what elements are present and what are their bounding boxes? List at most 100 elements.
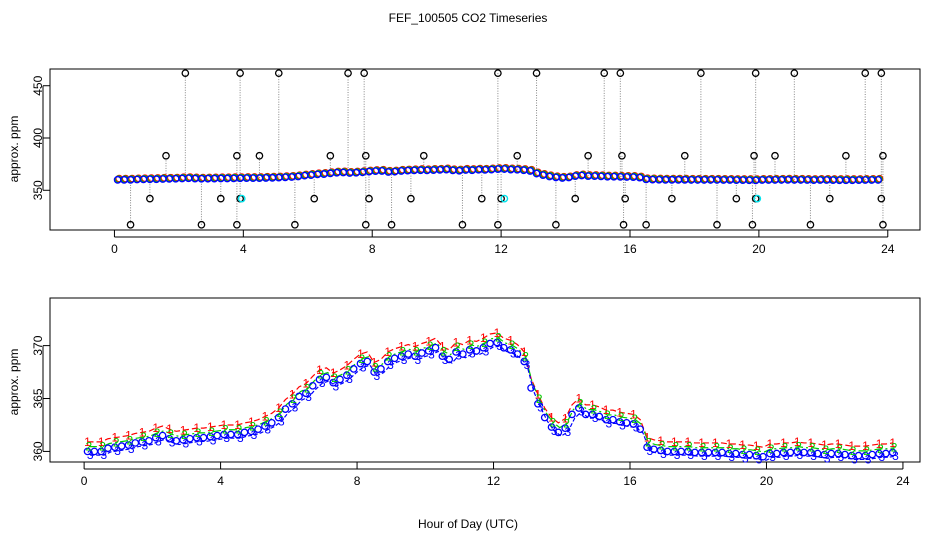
bottom-marker-2: 2 [126, 433, 133, 447]
bottom-marker-1: 1 [603, 403, 610, 417]
bottom-point-mean [527, 384, 535, 392]
bottom-marker-3: 3 [701, 449, 708, 463]
bottom-marker-1: 1 [303, 377, 310, 391]
bottom-point-mean [233, 430, 242, 439]
top-point-outlier [713, 220, 721, 229]
top-point-outlier [552, 220, 560, 229]
bottom-marker-1: 1 [98, 435, 105, 449]
top-panel: 0 4 8 12 16 20 24 350 400 450 approx. ppm [7, 68, 921, 256]
bottom-marker-1: 1 [794, 435, 801, 449]
bottom-point-mean [418, 349, 426, 357]
bottom-marker-2: 2 [877, 442, 884, 456]
top-x-axis: 0 4 8 12 16 20 24 [111, 230, 895, 256]
bottom-point-mean [377, 365, 385, 373]
bottom-marker-1: 1 [821, 438, 828, 452]
bottom-marker-2: 2 [577, 396, 584, 410]
bottom-point-mean [561, 424, 570, 432]
bottom-marker-3: 3 [810, 449, 817, 463]
bottom-marker-3: 3 [728, 450, 735, 464]
bottom-marker-2: 2 [563, 416, 570, 430]
bottom-marker-1: 1 [384, 345, 391, 359]
bottom-marker-1: 1 [221, 418, 228, 432]
bottom-point-mean [588, 410, 597, 419]
bottom-marker-1: 1 [589, 398, 596, 412]
bottom-marker-2: 2 [700, 441, 707, 455]
bottom-marker-2: 2 [399, 344, 406, 358]
bottom-marker-1: 1 [166, 422, 173, 436]
bottom-point-mean [145, 436, 153, 445]
bottom-point-mean [390, 354, 399, 363]
bottom-marker-1: 1 [753, 439, 760, 453]
bottom-point-mean [281, 405, 290, 413]
top-point-outlier [361, 151, 370, 160]
top-y-axis: 350 400 450 [31, 75, 50, 200]
bottom-marker-1: 1 [480, 331, 487, 345]
bottom-point-mean [595, 412, 604, 421]
bottom-marker-1: 1 [234, 418, 241, 432]
bottom-marker-3: 3 [783, 449, 790, 463]
top-point-outlier [751, 69, 760, 78]
x-tick-label: 24 [896, 474, 910, 488]
bottom-point-mean [411, 352, 419, 361]
top-point-outlier [326, 151, 335, 160]
top-point-outlier [619, 220, 628, 229]
bottom-marker-1: 1 [507, 333, 514, 347]
bottom-marker-1: 1 [289, 387, 296, 401]
bottom-point-mean [397, 352, 406, 361]
bottom-marker-3: 3 [592, 411, 599, 425]
bottom-marker-1: 1 [343, 359, 350, 373]
bottom-marker-1: 1 [521, 345, 528, 359]
bottom-point-mean [308, 381, 317, 390]
bottom-marker-3: 3 [346, 372, 353, 386]
bottom-marker-1: 1 [712, 436, 719, 450]
top-point-outlier [571, 194, 580, 203]
top-point-outlier [126, 220, 135, 229]
bottom-marker-2: 2 [167, 427, 174, 441]
bottom-marker-1: 1 [398, 340, 405, 354]
top-points [113, 69, 887, 229]
bottom-marker-3: 3 [114, 444, 121, 458]
bottom-point-mean [124, 441, 133, 449]
top-point-outlier [236, 69, 244, 78]
bottom-marker-3: 3 [824, 451, 831, 465]
bottom-marker-3: 3 [264, 423, 271, 437]
top-point-outlier [732, 194, 741, 203]
top-point-outlier [806, 220, 815, 229]
bottom-marker-3: 3 [524, 358, 531, 372]
bottom-marker-2: 2 [713, 441, 720, 455]
y-tick-label: 400 [31, 128, 45, 148]
bottom-point-mean [370, 368, 378, 376]
bottom-marker-3: 3 [756, 452, 763, 466]
bottom-marker-3: 3 [414, 353, 421, 367]
bottom-marker-3: 3 [674, 448, 681, 462]
bottom-marker-1: 1 [685, 435, 692, 449]
bottom-point-mean [295, 392, 303, 401]
bottom-point-mean [329, 378, 338, 387]
bottom-point-mean [97, 447, 106, 456]
bottom-marker-1: 1 [193, 421, 200, 435]
top-point-outlier [879, 151, 887, 160]
bottom-point-mean [267, 419, 276, 427]
bottom-point-mean [458, 350, 467, 358]
bottom-marker-3: 3 [633, 421, 640, 435]
top-point-outlier [697, 69, 705, 78]
bottom-marker-1: 1 [84, 435, 91, 449]
top-point-outlier [197, 220, 206, 229]
top-point-outlier [513, 151, 522, 160]
bottom-marker-2: 2 [836, 442, 843, 456]
bottom-marker-2: 2 [263, 414, 270, 428]
bottom-marker-2: 2 [604, 408, 611, 422]
bottom-marker-2: 2 [468, 338, 475, 352]
bottom-point-mean [315, 375, 324, 384]
x-tick-label: 0 [81, 474, 88, 488]
bottom-marker-2: 2 [318, 368, 325, 382]
bottom-marker-1: 1 [807, 436, 814, 450]
top-point-outlier [584, 151, 592, 160]
y-tick-label: 370 [31, 335, 45, 355]
bottom-point-mean [424, 347, 433, 355]
bottom-marker-1: 1 [726, 437, 733, 451]
bottom-marker-3: 3 [742, 451, 749, 465]
bottom-marker-2: 2 [822, 443, 829, 457]
bottom-marker-3: 3 [455, 349, 462, 363]
bottom-point-mean [431, 343, 440, 352]
